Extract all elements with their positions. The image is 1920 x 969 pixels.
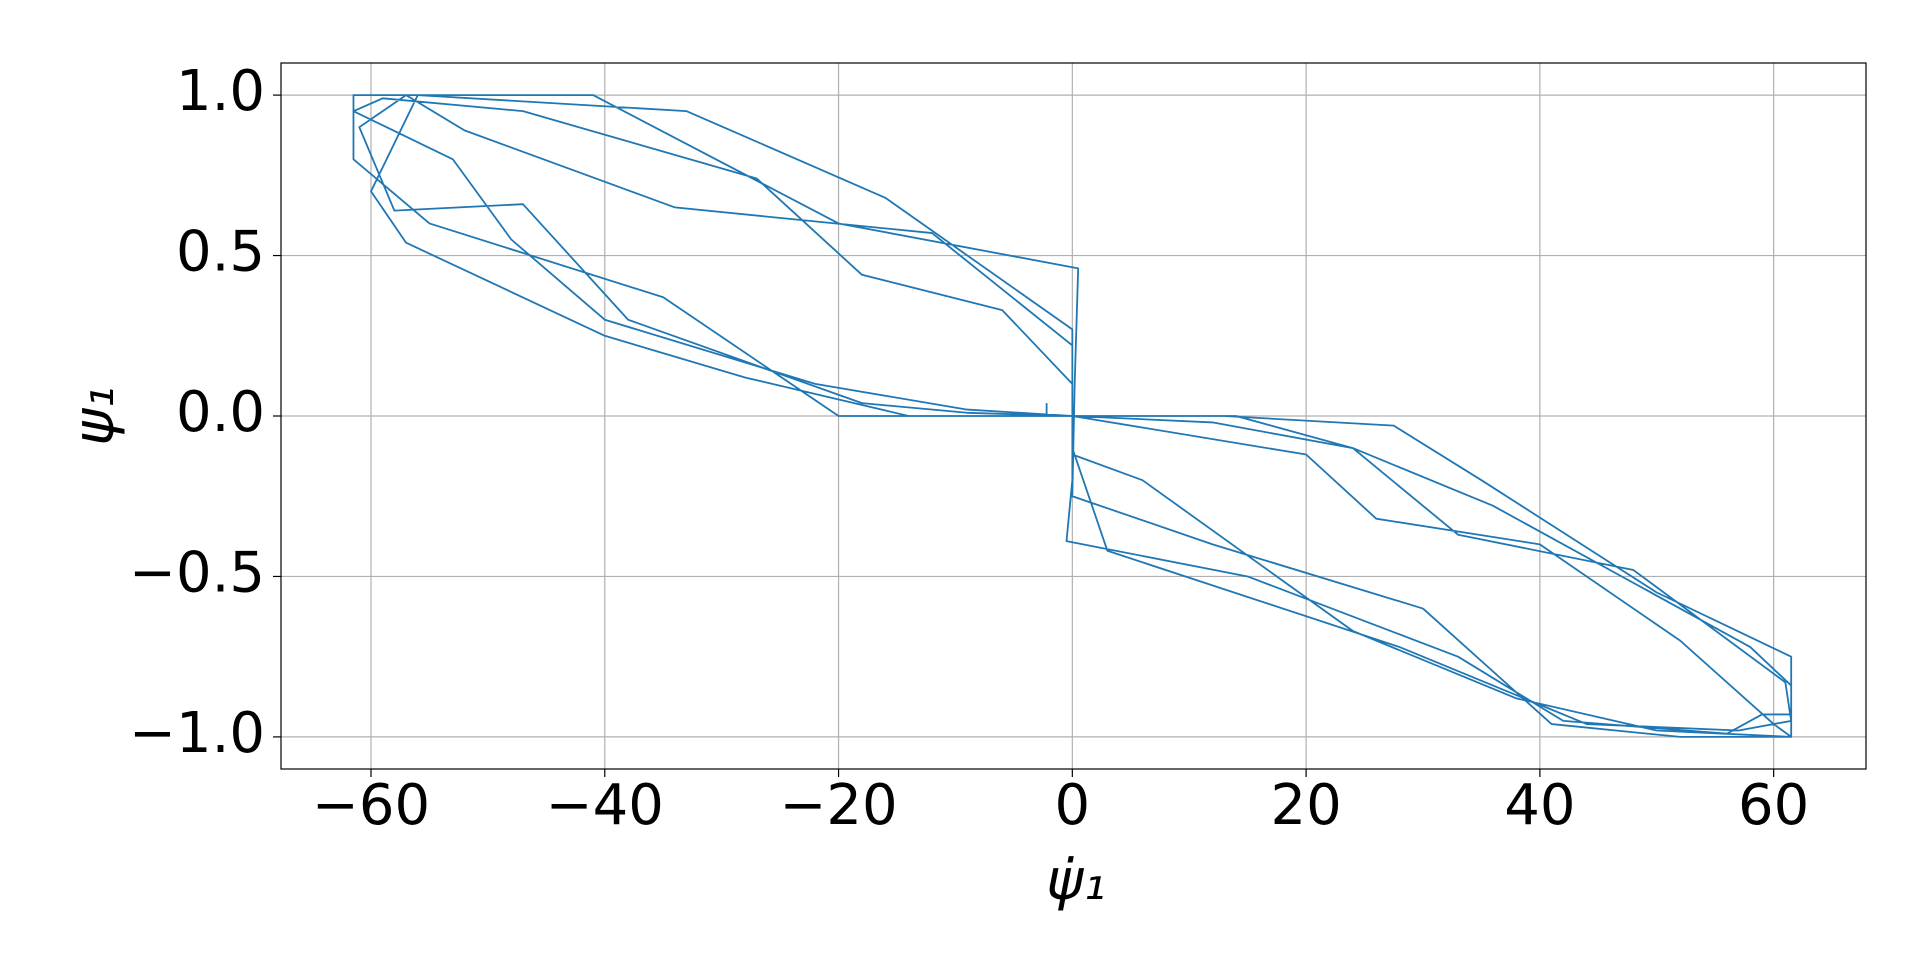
- x-tick-label: 0: [1055, 773, 1091, 838]
- plot-frame: [280, 62, 1867, 770]
- x-tick-label: −40: [546, 773, 664, 838]
- trajectory-line: [352, 94, 1793, 738]
- x-tick-label: −60: [312, 773, 430, 838]
- y-tick-label: −0.5: [129, 541, 265, 606]
- y-tick-label: 1.0: [176, 59, 265, 124]
- y-tick-label: 0.0: [176, 380, 265, 445]
- y-tick-label: 0.5: [176, 220, 265, 285]
- x-axis-label: ψ̇₁: [1046, 848, 1105, 913]
- x-tick-label: 40: [1504, 773, 1575, 838]
- y-axis-label: ψ₁: [62, 386, 127, 445]
- x-tick-label: −20: [779, 773, 897, 838]
- y-tick-label: −1.0: [129, 701, 265, 766]
- x-tick-label: 60: [1738, 773, 1809, 838]
- x-tick-label: 20: [1270, 773, 1341, 838]
